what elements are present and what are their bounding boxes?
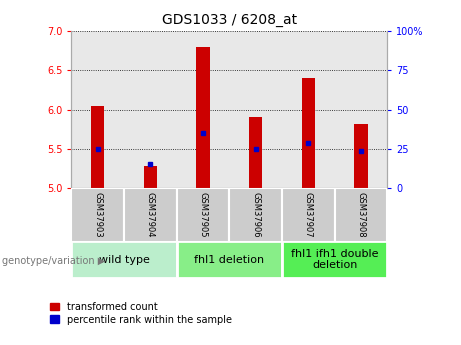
Bar xyxy=(282,188,335,241)
Bar xyxy=(301,78,315,188)
Legend: transformed count, percentile rank within the sample: transformed count, percentile rank withi… xyxy=(46,298,236,328)
Text: GSM37908: GSM37908 xyxy=(356,192,366,238)
Bar xyxy=(144,166,157,188)
Bar xyxy=(177,188,229,241)
Text: GSM37907: GSM37907 xyxy=(304,192,313,238)
Bar xyxy=(335,188,387,241)
Bar xyxy=(91,106,104,188)
Text: GSM37906: GSM37906 xyxy=(251,192,260,238)
Text: wild type: wild type xyxy=(99,255,149,265)
Text: GSM37903: GSM37903 xyxy=(93,192,102,238)
Text: genotype/variation ▶: genotype/variation ▶ xyxy=(2,256,106,266)
Text: GSM37905: GSM37905 xyxy=(199,192,207,237)
Bar xyxy=(229,188,282,241)
Bar xyxy=(124,188,177,241)
Bar xyxy=(177,241,282,278)
Text: fhl1 deletion: fhl1 deletion xyxy=(194,255,265,265)
Bar xyxy=(196,47,210,188)
Bar xyxy=(249,117,262,188)
Text: GSM37904: GSM37904 xyxy=(146,192,155,237)
Bar xyxy=(71,241,177,278)
Bar xyxy=(282,241,387,278)
Bar xyxy=(71,188,124,241)
Bar xyxy=(355,124,367,188)
Title: GDS1033 / 6208_at: GDS1033 / 6208_at xyxy=(162,13,297,27)
Text: fhl1 ifh1 double
deletion: fhl1 ifh1 double deletion xyxy=(291,249,378,270)
